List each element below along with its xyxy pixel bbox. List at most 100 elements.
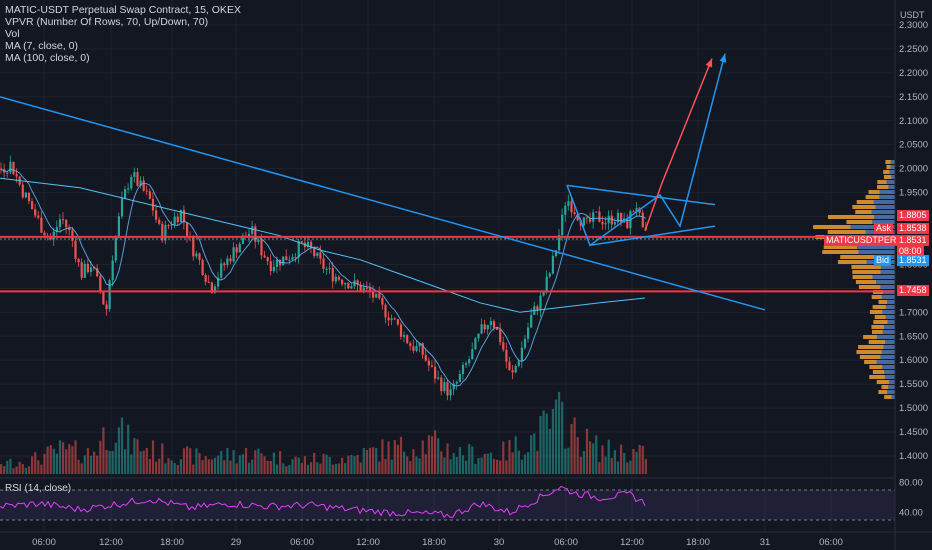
candle-body <box>282 256 285 266</box>
time-tick-label: 06:00 <box>819 537 843 548</box>
candle-body <box>561 214 564 236</box>
volume-bar <box>471 446 474 474</box>
bullish-projection-path[interactable] <box>566 53 726 247</box>
chart-legend: MATIC-USDT Perpetual Swap Contract, 15, … <box>5 4 241 64</box>
volume-profile-bar-up <box>871 325 884 329</box>
volume-bar <box>151 440 155 474</box>
volume-profile-bar-up <box>876 380 890 384</box>
candle-body <box>418 343 421 347</box>
candle-body <box>393 318 396 320</box>
descending-trendline[interactable] <box>0 96 766 311</box>
legend-vol[interactable]: Vol <box>5 28 20 40</box>
rsi-axis[interactable]: 80.00 40.00 <box>899 478 923 519</box>
candle-body <box>139 180 142 186</box>
candle-body <box>635 207 638 212</box>
volume-bar <box>117 427 120 474</box>
legend-vpvr[interactable]: VPVR (Number Of Rows, 70, Up/Down, 70) <box>5 16 209 28</box>
volume-profile-bar-down <box>873 200 895 204</box>
candle-body <box>254 226 257 242</box>
candle-body <box>77 259 80 263</box>
triangle-upper-line[interactable] <box>566 184 716 206</box>
candle-body <box>331 267 334 282</box>
candle-body <box>558 235 561 251</box>
volume-bar <box>341 457 344 474</box>
red-projection-path[interactable] <box>644 58 713 232</box>
volume-profile-bar-up <box>855 280 877 284</box>
volume-profile-bar-down <box>887 390 895 394</box>
candle-body <box>15 174 18 177</box>
time-tick-label: 12:00 <box>99 537 123 548</box>
candle-body <box>288 259 291 261</box>
ma100-line <box>0 177 646 313</box>
legend-ma7[interactable]: MA (7, close, 0) <box>5 40 78 52</box>
candle-body <box>176 216 179 223</box>
volume-profile-bar-down <box>850 225 895 229</box>
volume-bar <box>164 463 167 474</box>
rsi-legend[interactable]: RSI (14, close) <box>5 483 72 494</box>
grid-lines <box>0 0 895 532</box>
volume-bar <box>378 461 381 474</box>
candle-body <box>403 335 406 337</box>
volume-bar <box>148 458 151 474</box>
candle-body <box>595 211 598 213</box>
candle-body <box>89 267 93 273</box>
triangle-lower-line[interactable] <box>589 225 716 247</box>
candle-body <box>396 319 399 325</box>
volume-bar <box>554 399 558 474</box>
volume-bar <box>502 441 505 474</box>
volume-bar <box>251 459 254 474</box>
volume-bar <box>461 455 465 474</box>
volume-bar <box>505 460 508 474</box>
volume-bar <box>176 464 179 474</box>
volume-bar <box>0 464 3 474</box>
volume-bar <box>207 459 210 474</box>
time-tick-label: 12:00 <box>356 537 380 548</box>
volume-bar <box>576 437 579 474</box>
price-tick-label: 2.1000 <box>899 116 928 127</box>
time-tick-label: 18:00 <box>160 537 184 548</box>
candle-body <box>294 257 297 259</box>
volume-bar <box>49 445 52 474</box>
volume-profile-bar-down <box>889 170 895 174</box>
time-axis[interactable]: 06:00 12:00 18:00 29 06:00 12:00 18:00 30 06:00 1… <box>32 537 843 548</box>
volume-bar <box>607 439 610 474</box>
volume-profile-bar-up <box>883 170 890 174</box>
volume-bar <box>641 445 644 474</box>
volume-bar <box>328 456 331 474</box>
volume-bar <box>34 452 37 474</box>
volume-profile-bar-up <box>852 205 876 209</box>
candle-body <box>598 211 601 222</box>
volume-bar <box>319 463 322 474</box>
candle-body <box>334 276 337 282</box>
candle-body <box>499 329 502 343</box>
volume-profile-bar-down <box>887 320 895 324</box>
volume-profile-bar-down <box>880 265 895 269</box>
candle-body <box>9 161 12 173</box>
candle-body <box>567 201 570 206</box>
volume-profile-bar-down <box>872 220 895 224</box>
volume-bar <box>399 436 403 474</box>
volume-bar <box>37 460 40 474</box>
volume-profile-bar-down <box>879 190 895 194</box>
volume-bar <box>306 464 310 474</box>
upper-level-tag: 1.8805 <box>897 210 929 221</box>
volume-bar <box>322 453 325 474</box>
volume-profile-bar-up <box>873 320 888 324</box>
volume-bar <box>6 460 9 474</box>
volume-bar <box>483 453 486 474</box>
candle-body <box>582 217 585 226</box>
volume-profile-bar-down <box>890 160 895 164</box>
candle-body <box>505 349 508 362</box>
volume-bar <box>170 460 173 474</box>
candle-body <box>186 222 189 237</box>
price-tick-label: 1.6000 <box>899 355 928 366</box>
legend-ma100[interactable]: MA (100, close, 0) <box>5 52 90 64</box>
volume-bar <box>108 451 111 474</box>
candle-body <box>217 277 220 287</box>
legend-title[interactable]: MATIC-USDT Perpetual Swap Contract, 15, … <box>5 4 241 16</box>
candle-body <box>226 258 229 266</box>
volume-bar <box>558 391 561 474</box>
candle-body <box>266 257 269 262</box>
volume-profile-bar-down <box>891 395 895 399</box>
